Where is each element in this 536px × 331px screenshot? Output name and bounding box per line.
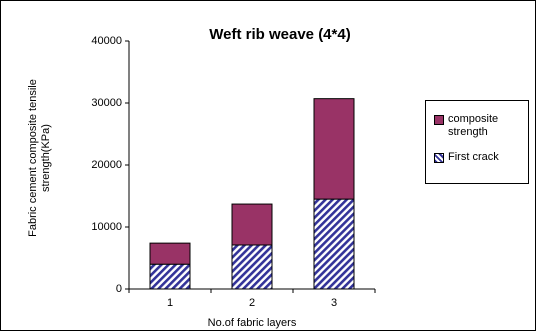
bar-segment — [313, 198, 355, 290]
y-tick-label: 10000 — [91, 221, 122, 233]
y-axis-title: Fabric cement composite tensile strength… — [27, 79, 52, 237]
bar-segment — [313, 98, 355, 200]
y-tick-label: 20000 — [91, 159, 122, 171]
y-tick-label: 40000 — [91, 35, 122, 47]
legend-label: First crack — [448, 151, 499, 163]
legend-label: composite strength — [448, 113, 499, 138]
legend-swatch — [434, 153, 444, 163]
bar-segment — [231, 244, 273, 290]
legend: composite strength First crack — [425, 100, 529, 184]
legend-item: First crack — [434, 151, 520, 164]
bar-segment — [149, 263, 191, 290]
x-tick-label: 1 — [167, 297, 173, 309]
x-tick-label: 2 — [249, 297, 255, 309]
y-tick-label: 30000 — [91, 97, 122, 109]
bar-segment — [231, 203, 273, 246]
bar-segment — [149, 242, 191, 265]
y-tick-label: 0 — [116, 283, 122, 295]
legend-item: composite strength — [434, 113, 520, 139]
chart-title: Weft rib weave (4*4) — [209, 26, 350, 43]
legend-swatch — [434, 115, 444, 125]
x-axis-title: No.of fabric layers — [208, 317, 297, 329]
x-tick-label: 3 — [331, 297, 337, 309]
